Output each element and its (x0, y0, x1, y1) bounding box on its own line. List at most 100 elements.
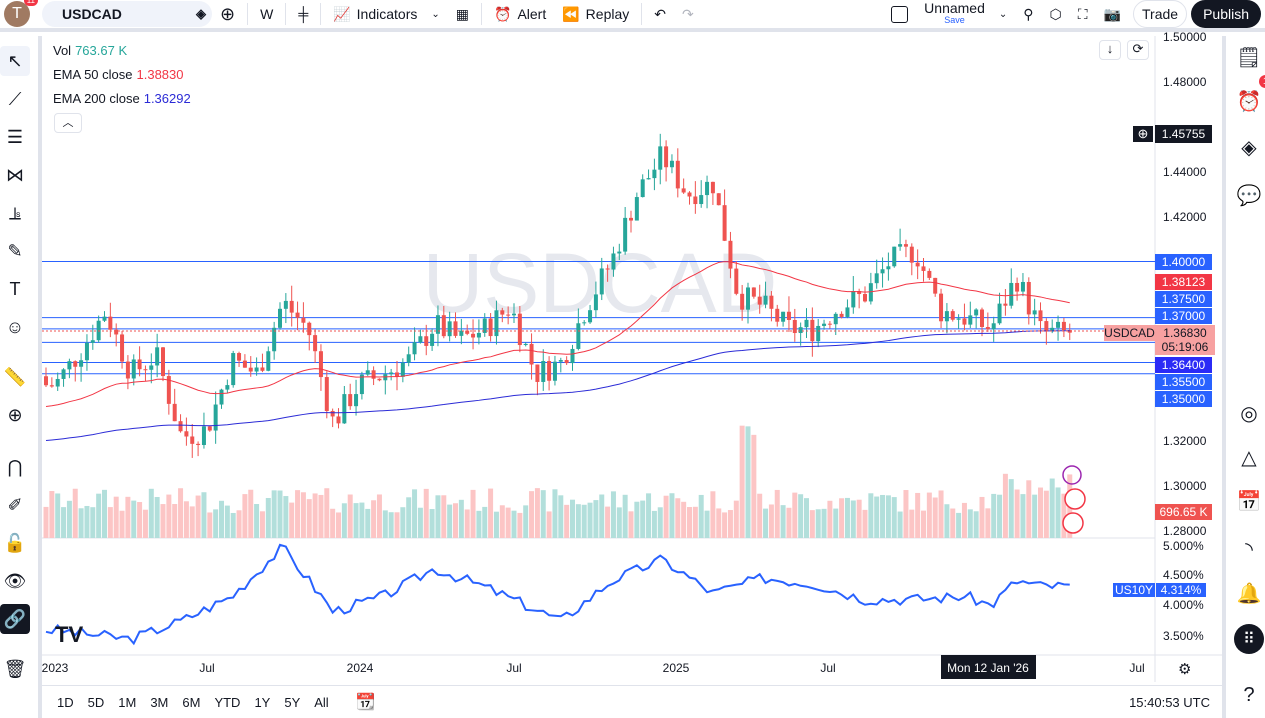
ema200-legend[interactable]: EMA 200 close 1.36292 (53, 91, 191, 106)
range-5d[interactable]: 5D (87, 694, 105, 710)
chevron-down-icon[interactable]: ⌄ (431, 8, 440, 20)
symbol-search[interactable]: USDCAD ◈ (42, 1, 212, 27)
chat-button[interactable]: 💬 (1234, 180, 1264, 210)
replay-button[interactable]: ⏪ Replay (562, 5, 630, 23)
candle-body (605, 268, 610, 270)
range-1m[interactable]: 1M (118, 694, 137, 710)
candle-body (898, 244, 903, 247)
volume-bar (915, 492, 921, 538)
volume-bar (300, 492, 306, 538)
candle-body (73, 361, 78, 367)
compare-symbol-button[interactable]: ⊕ (212, 0, 243, 28)
candle-body (371, 370, 376, 379)
zoom-tool[interactable]: ⊕ (0, 400, 30, 430)
help-button[interactable]: ? (1234, 680, 1264, 710)
volume-bar (201, 492, 207, 538)
us-flag-event-icon[interactable] (1062, 512, 1084, 534)
settings-button[interactable]: ⬡ (1042, 0, 1070, 28)
alerts-button[interactable]: ⏰1 (1234, 75, 1265, 116)
volume-bar (821, 508, 827, 538)
remove-drawings-tool[interactable]: 🗑 (0, 654, 30, 684)
magnet-tool[interactable]: ⋂ (0, 452, 30, 482)
range-all[interactable]: All (314, 694, 329, 710)
alert-button[interactable]: ⏰ Alert (494, 5, 547, 23)
icons-tool[interactable]: ☺ (0, 312, 30, 342)
volume-bar (856, 499, 862, 538)
range-ytd[interactable]: YTD (214, 694, 241, 710)
notifications-button[interactable]: 🔔 (1234, 578, 1264, 608)
range-1y[interactable]: 1Y (254, 694, 271, 710)
goto-date-button[interactable]: 📆 (356, 692, 376, 712)
indicators-icon: 📈 (333, 5, 351, 22)
undo-button[interactable]: ↶ (646, 0, 674, 28)
lightning-event-icon[interactable] (1062, 465, 1082, 485)
refresh-button[interactable]: ⟳ (1127, 40, 1149, 60)
scroll-down-button[interactable]: ↓ (1099, 40, 1121, 60)
measure-tool[interactable]: 📏 (0, 362, 30, 392)
pattern-tool[interactable]: ⋈ (0, 160, 30, 190)
volume-bar (944, 504, 950, 538)
utc-clock[interactable]: 15:40:53 UTC (1129, 694, 1210, 710)
stay-drawing-tool[interactable]: ✐ (0, 490, 30, 520)
plus-circle-icon: ⊕ (220, 3, 236, 24)
candle-body (178, 421, 183, 432)
object-tree-button[interactable]: ◈ (1234, 132, 1264, 162)
volume-bar (271, 490, 277, 538)
apps-button[interactable]: ⠿ (1234, 624, 1264, 654)
volume-bar (330, 508, 336, 538)
lock-icon: 🔓 (3, 532, 27, 553)
sync-drawings-tool[interactable]: 🔗 (0, 604, 30, 634)
candle-body (324, 377, 329, 411)
publish-button[interactable]: Publish (1191, 0, 1261, 28)
volume-bar (61, 507, 67, 538)
chart-settings-button[interactable]: ⚙ (1178, 660, 1191, 678)
canada-flag-event-icon[interactable] (1064, 488, 1086, 510)
brush-tool[interactable]: ✎ (0, 236, 30, 266)
candle-body (1026, 281, 1031, 315)
interval-button[interactable]: W (260, 6, 274, 22)
volume-bar (786, 507, 792, 538)
chart-type-button[interactable]: ╪ (290, 0, 316, 28)
range-6m[interactable]: 6M (182, 694, 201, 710)
diamond-icon[interactable]: ◈ (196, 6, 206, 21)
candle-body (196, 443, 201, 446)
range-5y[interactable]: 5Y (284, 694, 301, 710)
candle-body (769, 295, 774, 309)
candle-body (313, 335, 318, 352)
candle-body (640, 179, 645, 198)
range-1d[interactable]: 1D (57, 694, 74, 710)
layouts-button[interactable]: ▦ (448, 0, 477, 28)
ema50-legend[interactable]: EMA 50 close 1.38830 (53, 67, 184, 82)
text-tool[interactable]: T (0, 274, 30, 304)
candle-body (734, 268, 739, 294)
fib-tool[interactable]: ☰ (0, 122, 30, 152)
price-chart[interactable]: USDCAD Mon 12 Jan '26 2023 Jul 2024 Jul 2025… (0, 0, 1222, 685)
news-button[interactable]: ◝ (1234, 534, 1264, 564)
fullscreen-button[interactable]: ⛶ (1070, 0, 1096, 28)
user-avatar[interactable]: T 11 (4, 0, 38, 27)
volume-bar (727, 510, 733, 538)
lock-drawings-tool[interactable]: 🔓 (0, 528, 30, 558)
collapse-legend-button[interactable]: ︿ (54, 113, 82, 133)
ideas-button[interactable]: △ (1234, 442, 1264, 472)
trade-button[interactable]: Trade (1133, 0, 1188, 28)
cursor-tool[interactable]: ↖ (0, 46, 30, 76)
pattern-icon: ⋈ (6, 164, 24, 185)
quick-search-button[interactable]: ⚲ (1015, 0, 1041, 28)
snapshot-button[interactable]: 📷 (1096, 0, 1129, 28)
trend-line-tool[interactable]: ⟋ (0, 84, 30, 114)
hide-drawings-tool[interactable]: 👁 (0, 566, 30, 596)
indicators-button[interactable]: 📈 Indicators ⌄ (333, 5, 440, 23)
calendar-button[interactable]: 📅 (1234, 486, 1264, 516)
volume-legend[interactable]: Vol 763.67 K (53, 43, 128, 58)
range-3m[interactable]: 3M (150, 694, 169, 710)
candle-body (172, 403, 177, 422)
volume-bar (651, 510, 657, 538)
forecast-tool[interactable]: ⫡ (0, 198, 30, 228)
watchlist-button[interactable]: 🗒 (1234, 42, 1264, 72)
technicals-button[interactable]: ◎ (1234, 398, 1264, 428)
add-alert-crosshair-button[interactable]: ⊕ (1133, 126, 1153, 142)
redo-button[interactable]: ↷ (674, 0, 702, 28)
layout-name-button[interactable]: Unnamed Save ⌄ (883, 0, 1015, 28)
candle-body (880, 269, 885, 274)
